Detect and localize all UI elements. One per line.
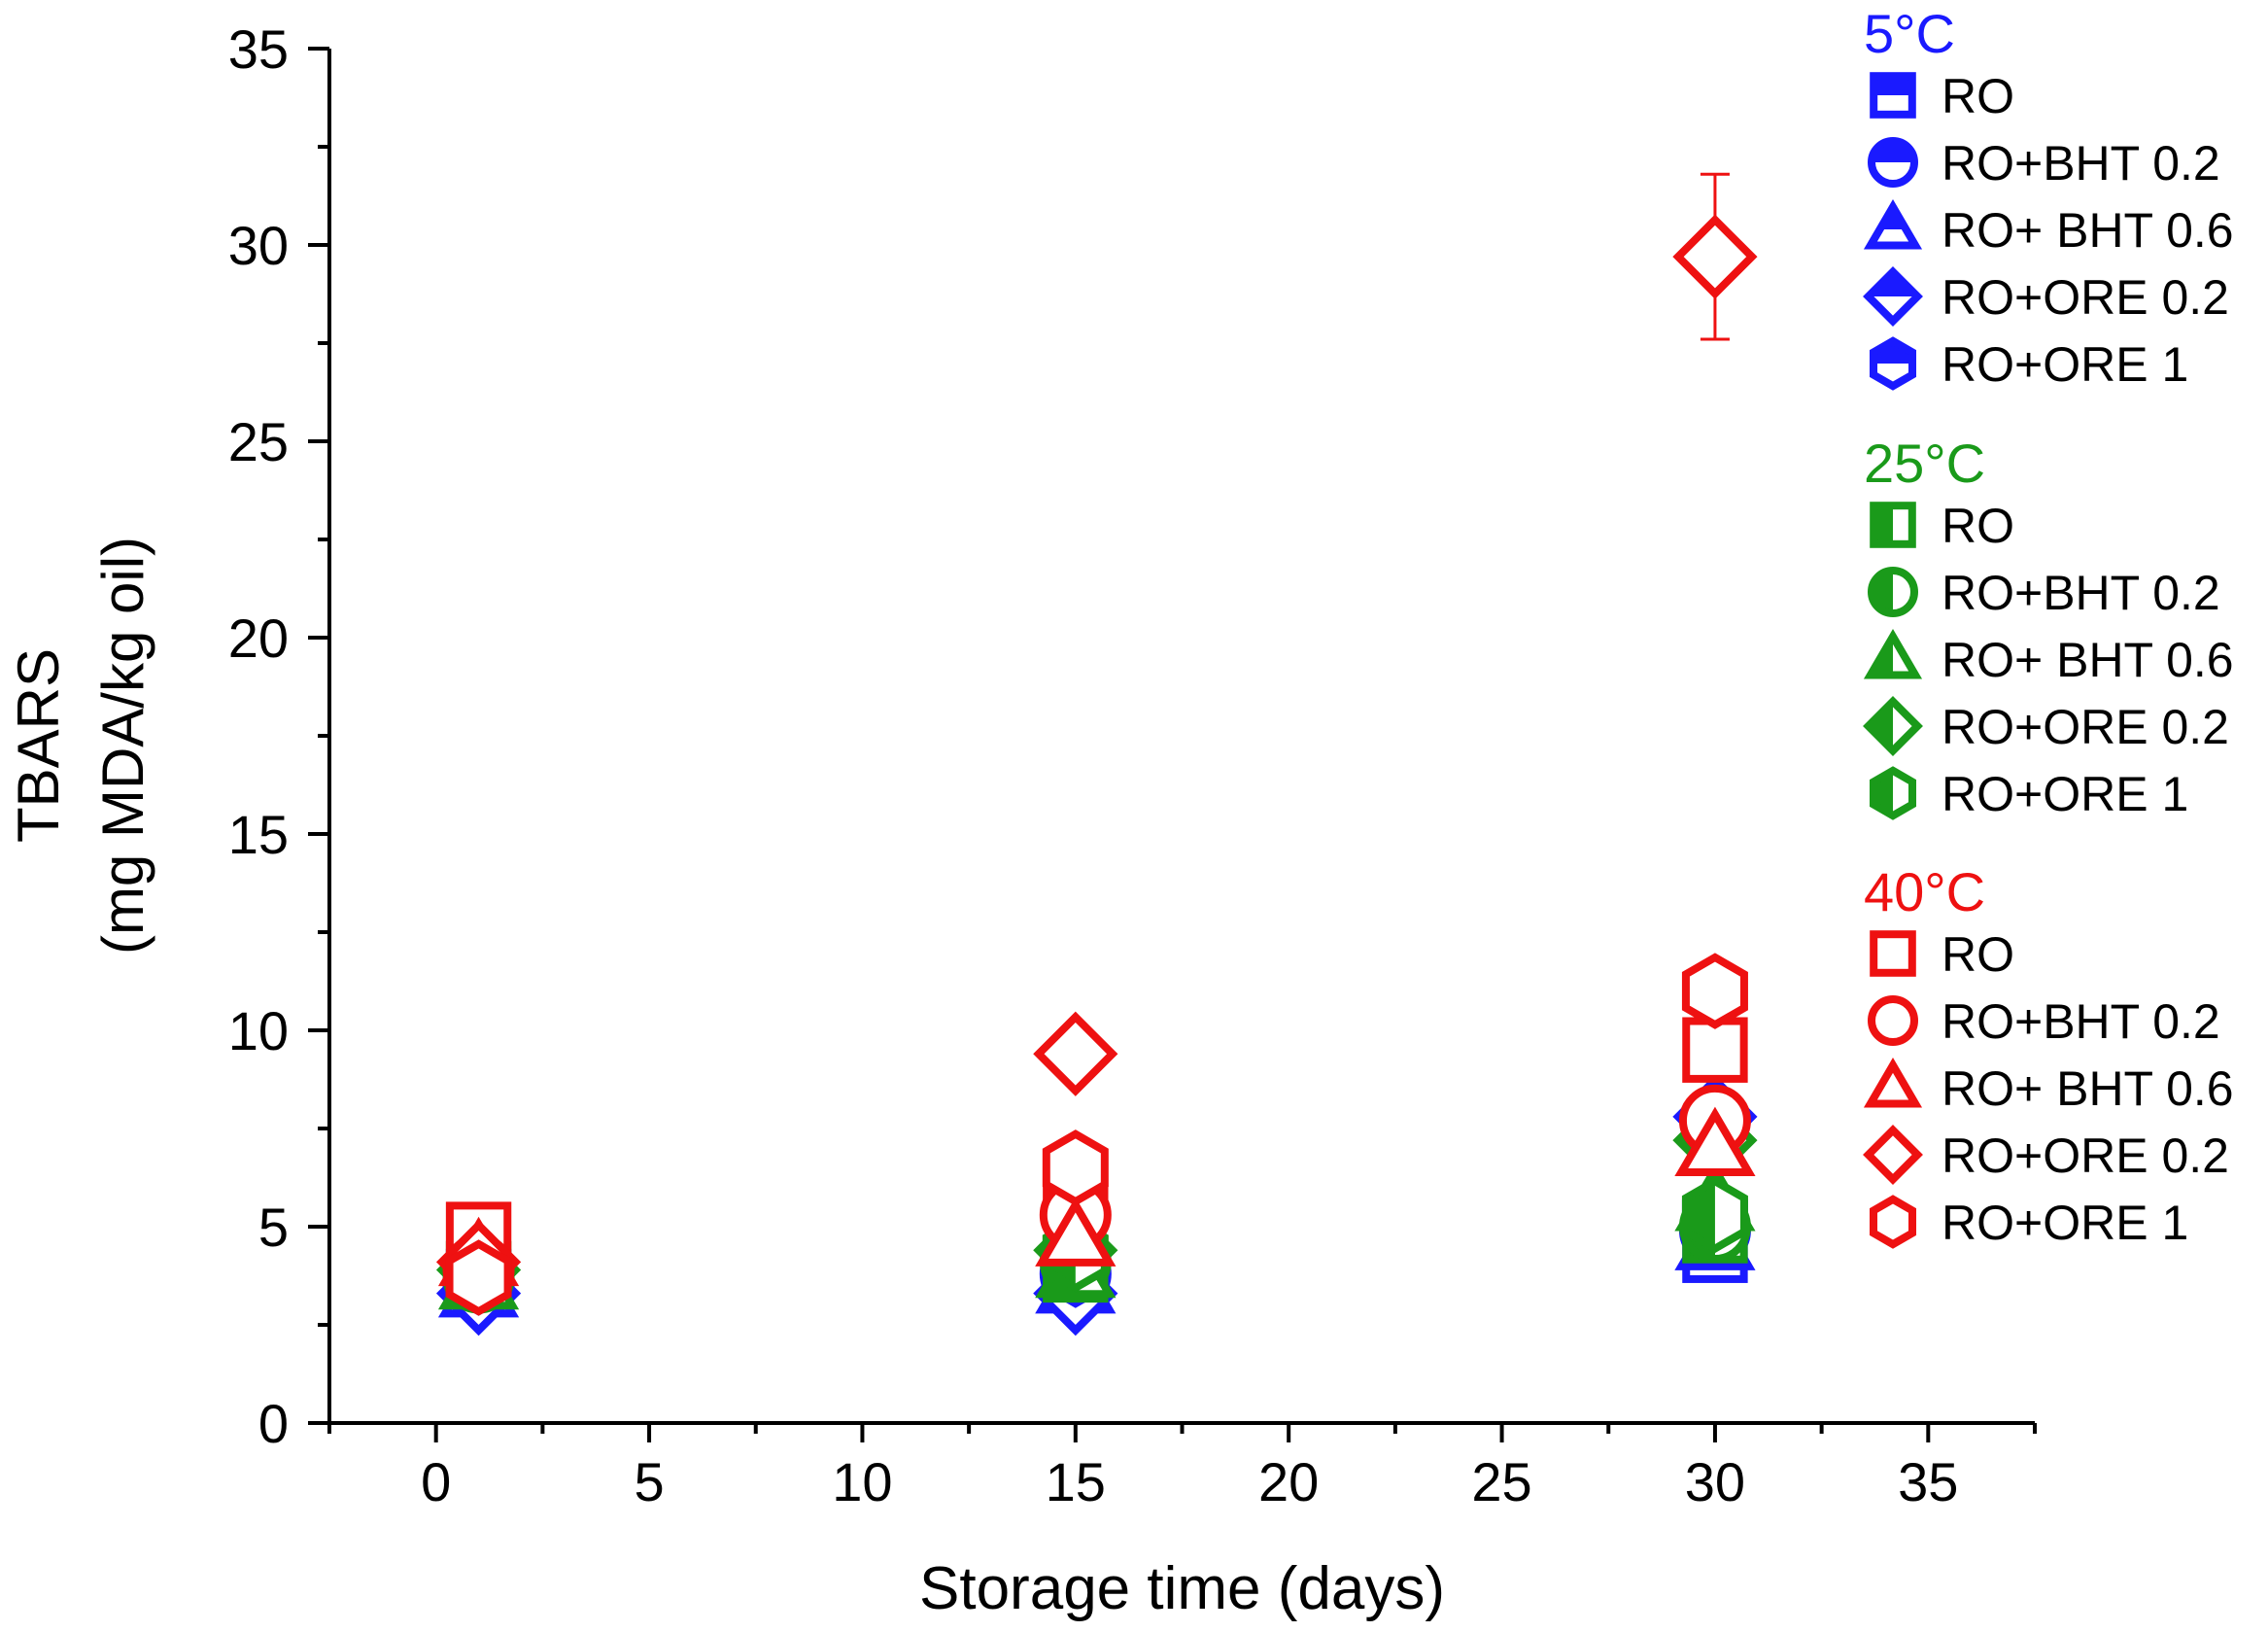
y-tick-label: 10 bbox=[228, 1000, 289, 1061]
data-point-hexagon bbox=[1681, 1176, 1748, 1254]
legend-label: RO+BHT 0.2 bbox=[1942, 566, 2220, 620]
legend-marker-hexagon bbox=[1869, 336, 1917, 391]
y-tick-label: 30 bbox=[228, 215, 289, 276]
legend-marker-circle bbox=[1868, 567, 1918, 617]
legend-marker-square bbox=[1870, 930, 1916, 977]
legend-label: RO+ORE 1 bbox=[1942, 337, 2188, 392]
legend-header: 5°C bbox=[1864, 3, 1955, 64]
legend-label: RO+BHT 0.2 bbox=[1942, 994, 2220, 1049]
y-axis-title-line2: (mg MDA/kg oil) bbox=[90, 537, 155, 955]
y-tick-label: 35 bbox=[228, 18, 289, 80]
data-point-diamond bbox=[1672, 214, 1758, 299]
x-tick-label: 10 bbox=[832, 1451, 892, 1512]
legend-label: RO+ BHT 0.6 bbox=[1942, 203, 2234, 258]
legend-marker-hexagon bbox=[1869, 1195, 1917, 1249]
legend-marker-diamond bbox=[1863, 1125, 1923, 1185]
y-tick-label: 5 bbox=[258, 1197, 289, 1258]
legend-label: RO+ORE 1 bbox=[1942, 1196, 2188, 1250]
x-tick-label: 20 bbox=[1258, 1451, 1319, 1512]
x-tick-label: 15 bbox=[1046, 1451, 1106, 1512]
y-tick-label: 20 bbox=[228, 608, 289, 669]
y-axis-ticks: 0 5 10 15 20 25 30 35 bbox=[228, 18, 329, 1454]
legend-label: RO bbox=[1942, 499, 2014, 553]
y-tick-label: 0 bbox=[258, 1393, 289, 1454]
x-tick-label: 30 bbox=[1685, 1451, 1745, 1512]
legend-label: RO+ BHT 0.6 bbox=[1942, 633, 2234, 687]
x-axis-ticks: 0 5 10 15 20 25 30 35 bbox=[327, 1423, 2037, 1512]
series-group-40C bbox=[435, 172, 1758, 1316]
axes: 0 5 10 15 20 25 30 35 0 5 10 15 20 25 30 35 bbox=[228, 18, 2037, 1512]
legend-marker-circle bbox=[1868, 995, 1918, 1046]
legend-marker-diamond bbox=[1863, 266, 1923, 327]
legend-label: RO+BHT 0.2 bbox=[1942, 136, 2220, 191]
legend-marker-square bbox=[1870, 502, 1916, 548]
y-tick-label: 25 bbox=[228, 411, 289, 472]
legend-marker-triangle bbox=[1863, 198, 1923, 250]
data-point-triangle bbox=[1035, 1197, 1117, 1267]
legend-marker-triangle bbox=[1863, 628, 1923, 679]
legend-label: RO+ORE 1 bbox=[1942, 767, 2188, 821]
plot-area bbox=[435, 172, 1758, 1337]
data-point-hexagon bbox=[445, 1239, 512, 1316]
data-point-square bbox=[1682, 1017, 1748, 1083]
legend-marker-diamond bbox=[1863, 696, 1923, 756]
data-point-triangle bbox=[1674, 1106, 1756, 1176]
legend-marker-circle bbox=[1868, 137, 1918, 188]
data-point-hexagon bbox=[1681, 953, 1748, 1029]
legend-marker-square bbox=[1870, 72, 1916, 119]
legend-label: RO+ORE 0.2 bbox=[1942, 1129, 2229, 1183]
legend-label: RO+ORE 0.2 bbox=[1942, 700, 2229, 754]
legend-marker-hexagon bbox=[1869, 766, 1917, 820]
x-tick-label: 25 bbox=[1471, 1451, 1531, 1512]
y-tick-label: 15 bbox=[228, 804, 289, 865]
legend-label: RO+ORE 0.2 bbox=[1942, 270, 2229, 325]
x-tick-label: 0 bbox=[421, 1451, 451, 1512]
legend-marker-triangle bbox=[1863, 1057, 1923, 1108]
x-axis-title: Storage time (days) bbox=[919, 1555, 1445, 1622]
data-point-diamond bbox=[1033, 1011, 1118, 1096]
legend-label: RO+ BHT 0.6 bbox=[1942, 1061, 2234, 1116]
x-tick-label: 5 bbox=[634, 1451, 664, 1512]
data-point-hexagon bbox=[1042, 1129, 1109, 1206]
legend-header: 40°C bbox=[1864, 861, 1985, 922]
legend-label: RO bbox=[1942, 69, 2014, 123]
legend-header: 25°C bbox=[1864, 433, 1985, 494]
legend-label: RO bbox=[1942, 927, 2014, 982]
y-axis-title-line1: TBARS bbox=[6, 648, 71, 843]
x-tick-label: 35 bbox=[1898, 1451, 1958, 1512]
